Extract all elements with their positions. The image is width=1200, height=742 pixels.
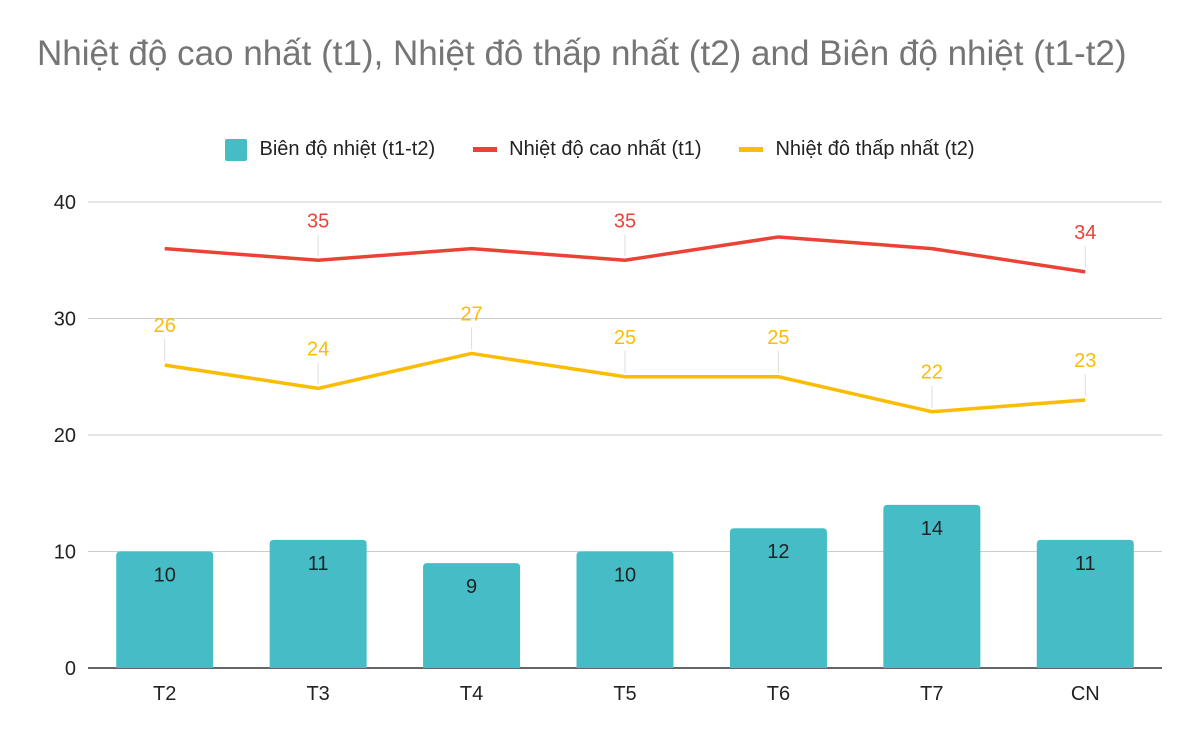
bar-data-label: 10 bbox=[154, 565, 176, 587]
x-tick-label: CN bbox=[1071, 683, 1100, 705]
x-tick-label: T6 bbox=[767, 683, 790, 705]
bar-data-label: 10 bbox=[614, 565, 636, 587]
line-data-label: 34 bbox=[1074, 222, 1096, 244]
legend-swatch-min-temp bbox=[739, 147, 764, 152]
legend-label-amplitude: Biên độ nhiệt (t1-t2) bbox=[259, 138, 436, 160]
bar-data-label: 12 bbox=[767, 541, 789, 563]
y-tick-label: 30 bbox=[54, 309, 76, 331]
legend-item-min-temp[interactable]: Nhiệt đô thấp nhất (t2) bbox=[739, 138, 975, 161]
bar-T2 bbox=[116, 551, 214, 668]
bar-data-label: 11 bbox=[1075, 553, 1096, 575]
bar-data-label: 14 bbox=[921, 518, 943, 540]
y-tick-label: 0 bbox=[65, 658, 76, 680]
line-data-label: 25 bbox=[767, 327, 789, 349]
line-data-label: 27 bbox=[460, 303, 482, 325]
series-line-1 bbox=[164, 235, 1086, 274]
y-tick-label: 40 bbox=[54, 192, 76, 214]
bar-T7 bbox=[883, 504, 981, 668]
y-tick-label: 10 bbox=[54, 542, 76, 564]
line-data-label: 35 bbox=[307, 210, 329, 232]
series-line-2 bbox=[164, 351, 1086, 414]
legend-swatch-max-temp bbox=[473, 147, 498, 152]
bar-data-label: 11 bbox=[308, 553, 329, 575]
x-tick-label: T7 bbox=[920, 683, 943, 705]
legend-label-min-temp: Nhiệt đô thấp nhất (t2) bbox=[775, 138, 975, 160]
bar-data-label: 9 bbox=[466, 576, 477, 598]
x-tick-label: T5 bbox=[613, 683, 636, 705]
chart-title: Nhiệt độ cao nhất (t1), Nhiệt đô thấp nh… bbox=[37, 34, 1127, 73]
legend-label-max-temp: Nhiệt độ cao nhất (t1) bbox=[509, 138, 702, 160]
line-data-label: 26 bbox=[154, 315, 176, 337]
x-tick-label: T2 bbox=[153, 683, 176, 705]
line-data-label: 23 bbox=[1074, 350, 1096, 372]
bar-T4 bbox=[423, 563, 521, 668]
legend-swatch-amplitude bbox=[225, 138, 248, 161]
legend-item-amplitude[interactable]: Biên độ nhiệt (t1-t2) bbox=[225, 138, 435, 161]
y-tick-label: 20 bbox=[54, 425, 76, 447]
line-data-label: 25 bbox=[614, 327, 636, 349]
line-data-label: 24 bbox=[307, 338, 329, 360]
legend: Biên độ nhiệt (t1-t2) Nhiệt độ cao nhất … bbox=[0, 138, 1200, 161]
legend-item-max-temp[interactable]: Nhiệt độ cao nhất (t1) bbox=[473, 138, 701, 161]
bar-CN bbox=[1036, 539, 1134, 668]
x-tick-label: T4 bbox=[460, 683, 483, 705]
x-tick-label: T3 bbox=[306, 683, 329, 705]
line-data-label: 22 bbox=[921, 362, 943, 384]
line-data-label: 35 bbox=[614, 210, 636, 232]
bar-T3 bbox=[269, 539, 367, 668]
bar-T5 bbox=[576, 551, 674, 668]
bar-T6 bbox=[729, 528, 827, 668]
